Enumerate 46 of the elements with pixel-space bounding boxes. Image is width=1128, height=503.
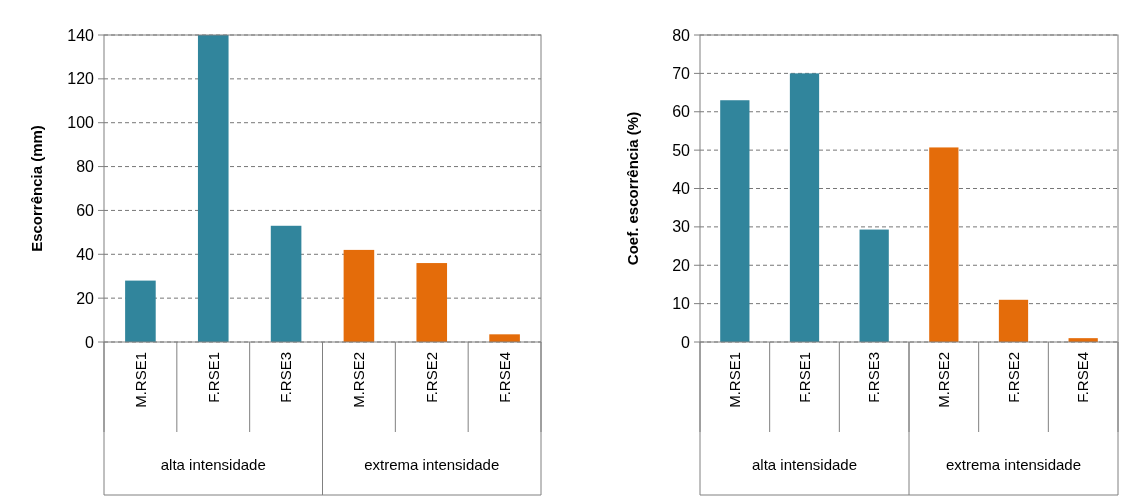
y-tick-label: 80	[672, 26, 691, 44]
x-tick-label: F.RSE2	[423, 352, 440, 403]
y-tick-label: 120	[67, 70, 95, 88]
text: alta intensidade	[160, 456, 266, 473]
y-tick-label: 0	[85, 333, 95, 351]
y-tick-label: 80	[76, 158, 95, 176]
y-tick-label: 20	[672, 256, 691, 274]
y-tick-label: 70	[672, 64, 691, 82]
bar	[998, 299, 1029, 342]
y-tick-label: 140	[67, 26, 95, 44]
bar	[859, 229, 889, 342]
x-tick-label: F.RSE1	[204, 352, 222, 403]
y-tick-label: 20	[76, 289, 95, 307]
x-tick-label: M.RSE1	[726, 352, 744, 408]
y-axis-title: Coef. escorrência (%)	[624, 111, 641, 266]
y-tick-label: 50	[672, 141, 691, 159]
text: alta intensidade	[751, 456, 858, 473]
x-tick-label: F.RSE3	[865, 352, 883, 403]
y-tick-label: 40	[672, 180, 691, 198]
text: extrema intensidade	[945, 456, 1082, 473]
bar	[416, 263, 448, 342]
bar	[197, 35, 229, 342]
x-tick-label: F.RSE4	[495, 352, 513, 403]
x-tick-label: M.RSE1	[131, 352, 149, 408]
x-tick-label: M.RSE2	[350, 352, 368, 408]
x-tick-label: M.RSE2	[935, 352, 953, 408]
x-tick-label: F.RSE3	[277, 352, 295, 403]
y-tick-label: 0	[681, 333, 691, 351]
bar	[125, 280, 156, 342]
bar	[720, 100, 750, 342]
y-tick-label: 10	[672, 295, 691, 313]
bar	[929, 147, 959, 342]
bar	[270, 225, 302, 342]
y-tick-label: 60	[76, 202, 95, 220]
bar	[789, 73, 820, 342]
y-tick-label: 100	[67, 114, 95, 132]
x-tick-label: F.RSE4	[1074, 352, 1092, 403]
y-tick-label: 30	[672, 218, 691, 236]
x-tick-label: F.RSE2	[1004, 352, 1022, 403]
x-tick-label: F.RSE1	[795, 352, 813, 403]
text: extrema intensidade	[364, 456, 500, 473]
y-axis-title: Escorrência (mm)	[28, 125, 45, 252]
y-tick-label: 40	[76, 245, 95, 263]
bar	[489, 334, 520, 342]
y-tick-label: 60	[672, 103, 691, 121]
bar	[343, 249, 375, 342]
